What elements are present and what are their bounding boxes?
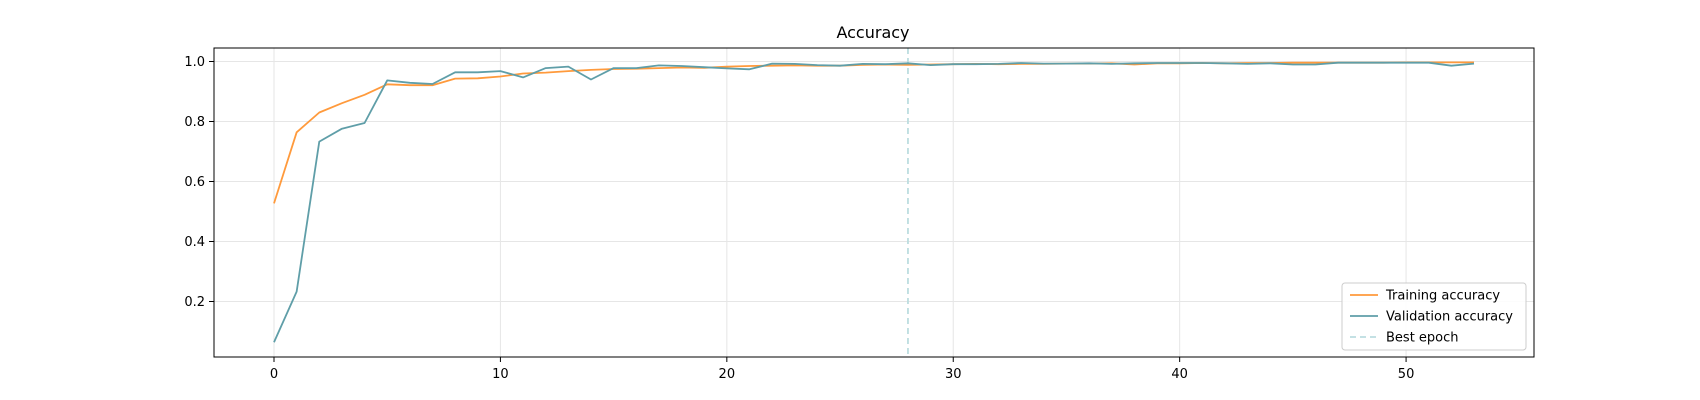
x-tick-label: 30 <box>945 367 962 382</box>
series-line-training-accuracy <box>273 61 1474 204</box>
x-tick-label: 20 <box>719 367 736 382</box>
x-tick-label: 10 <box>492 367 509 382</box>
legend-label-training: Training accuracy <box>1385 289 1500 304</box>
y-tick-label: 0.6 <box>184 175 205 190</box>
ticks: 0 10 20 30 40 50 0.2 0.4 0.6 0.8 1.0 <box>184 55 1414 382</box>
legend-label-best-epoch: Best epoch <box>1386 331 1459 346</box>
x-tick-label: 40 <box>1171 367 1188 382</box>
legend: Training accuracy Validation accuracy Be… <box>1341 282 1527 351</box>
chart-title: Accuracy <box>836 23 909 42</box>
legend-label-validation: Validation accuracy <box>1386 310 1513 325</box>
plot-area-frame <box>213 47 1535 358</box>
y-tick-label: 0.2 <box>184 295 205 310</box>
x-tick-label: 50 <box>1398 367 1415 382</box>
series-line-validation-accuracy <box>273 61 1475 343</box>
y-tick-label: 1.0 <box>184 55 205 70</box>
y-tick-label: 0.8 <box>184 115 205 130</box>
series-layer <box>273 61 1475 343</box>
y-tick-label: 0.4 <box>184 235 205 250</box>
legend-box <box>1341 282 1527 351</box>
x-tick-label: 0 <box>270 367 278 382</box>
grid <box>214 48 1534 357</box>
